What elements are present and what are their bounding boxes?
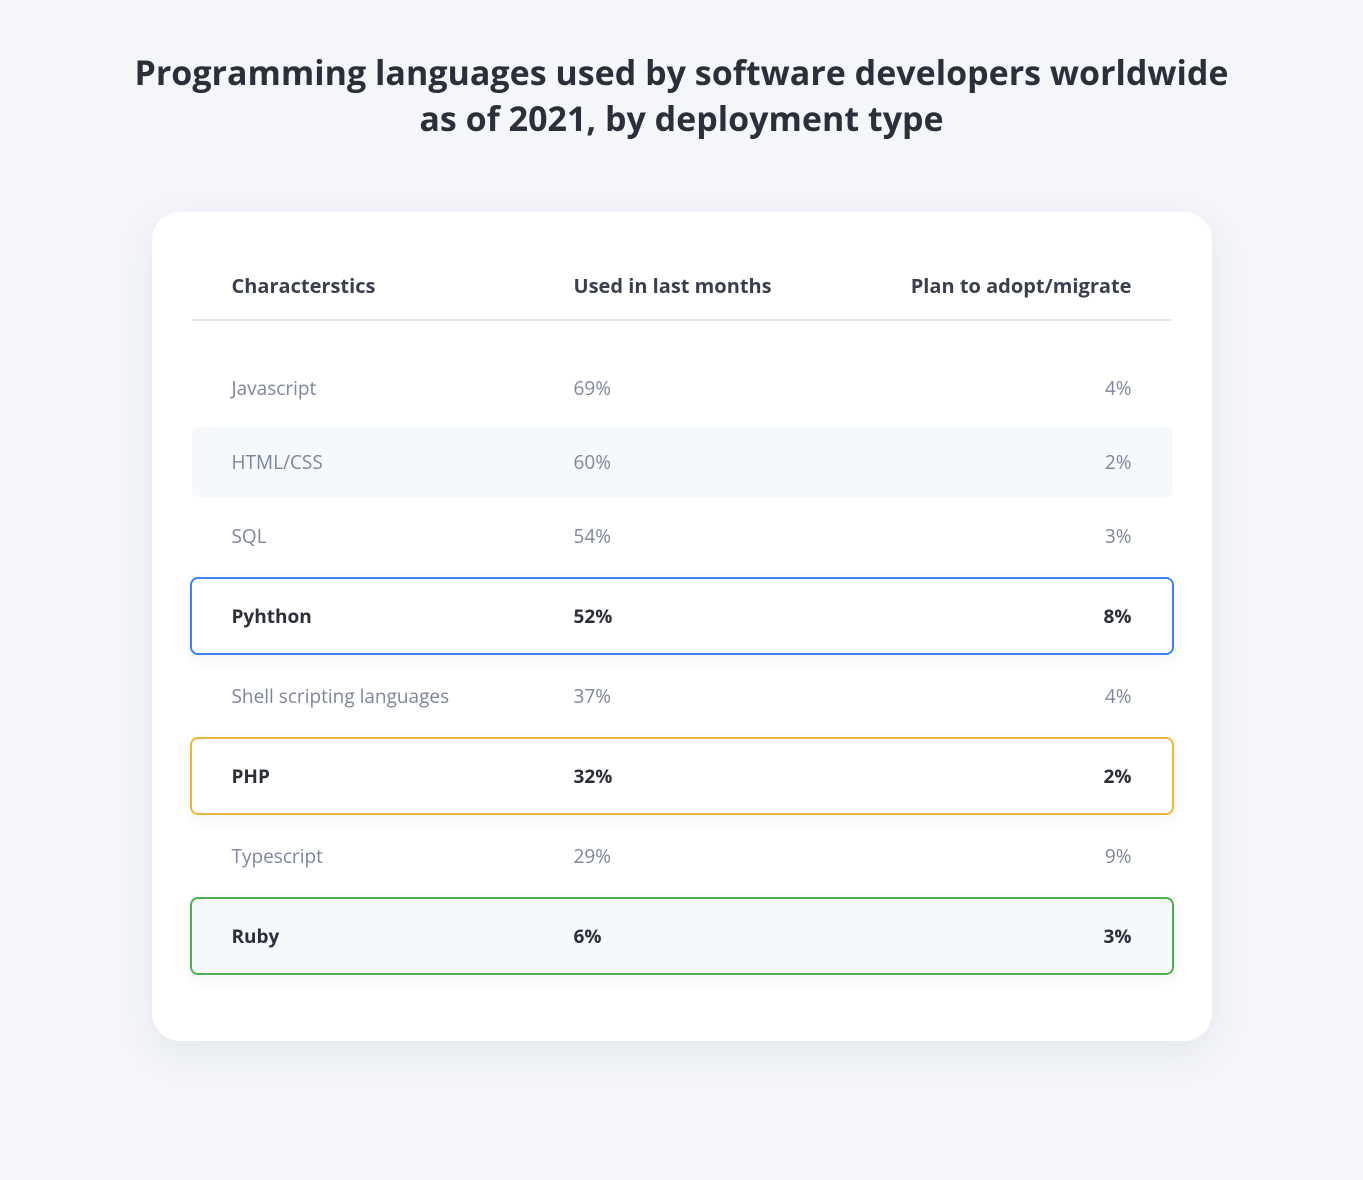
cell-used-in-last-months: 60% <box>574 449 826 475</box>
table-header-row: Characterstics Used in last months Plan … <box>192 272 1172 321</box>
cell-language-name: HTML/CSS <box>232 449 574 475</box>
cell-used-in-last-months: 32% <box>574 763 826 789</box>
cell-language-name: Ruby <box>232 923 574 949</box>
cell-used-in-last-months: 54% <box>574 523 826 549</box>
cell-used-in-last-months: 6% <box>574 923 826 949</box>
cell-plan-to-adopt: 4% <box>826 683 1132 709</box>
table-row: SQL54%3% <box>192 501 1172 571</box>
table-row: Typescript29%9% <box>192 821 1172 891</box>
table-row: Javascript69%4% <box>192 353 1172 423</box>
column-header-used: Used in last months <box>574 272 826 299</box>
column-header-plan: Plan to adopt/migrate <box>826 272 1132 299</box>
cell-language-name: Javascript <box>232 375 574 401</box>
table-card: Characterstics Used in last months Plan … <box>152 212 1212 1041</box>
languages-table: Characterstics Used in last months Plan … <box>172 272 1192 975</box>
cell-plan-to-adopt: 4% <box>826 375 1132 401</box>
cell-plan-to-adopt: 3% <box>826 523 1132 549</box>
cell-plan-to-adopt: 8% <box>826 603 1132 629</box>
table-body: Javascript69%4%HTML/CSS60%2%SQL54%3%Pyht… <box>172 321 1192 975</box>
cell-plan-to-adopt: 2% <box>826 763 1132 789</box>
cell-plan-to-adopt: 2% <box>826 449 1132 475</box>
cell-language-name: Typescript <box>232 843 574 869</box>
cell-used-in-last-months: 37% <box>574 683 826 709</box>
cell-language-name: Shell scripting languages <box>232 683 574 709</box>
page-title: Programming languages used by software d… <box>132 50 1232 142</box>
table-row: HTML/CSS60%2% <box>192 427 1172 497</box>
cell-language-name: PHP <box>232 763 574 789</box>
table-row: Shell scripting languages37%4% <box>192 661 1172 731</box>
cell-language-name: SQL <box>232 523 574 549</box>
table-row: Pyhthon52%8% <box>190 577 1174 655</box>
cell-used-in-last-months: 29% <box>574 843 826 869</box>
table-row: PHP32%2% <box>190 737 1174 815</box>
cell-used-in-last-months: 52% <box>574 603 826 629</box>
column-header-characteristics: Characterstics <box>232 272 574 299</box>
cell-language-name: Pyhthon <box>232 603 574 629</box>
cell-used-in-last-months: 69% <box>574 375 826 401</box>
cell-plan-to-adopt: 9% <box>826 843 1132 869</box>
cell-plan-to-adopt: 3% <box>826 923 1132 949</box>
table-row: Ruby6%3% <box>190 897 1174 975</box>
